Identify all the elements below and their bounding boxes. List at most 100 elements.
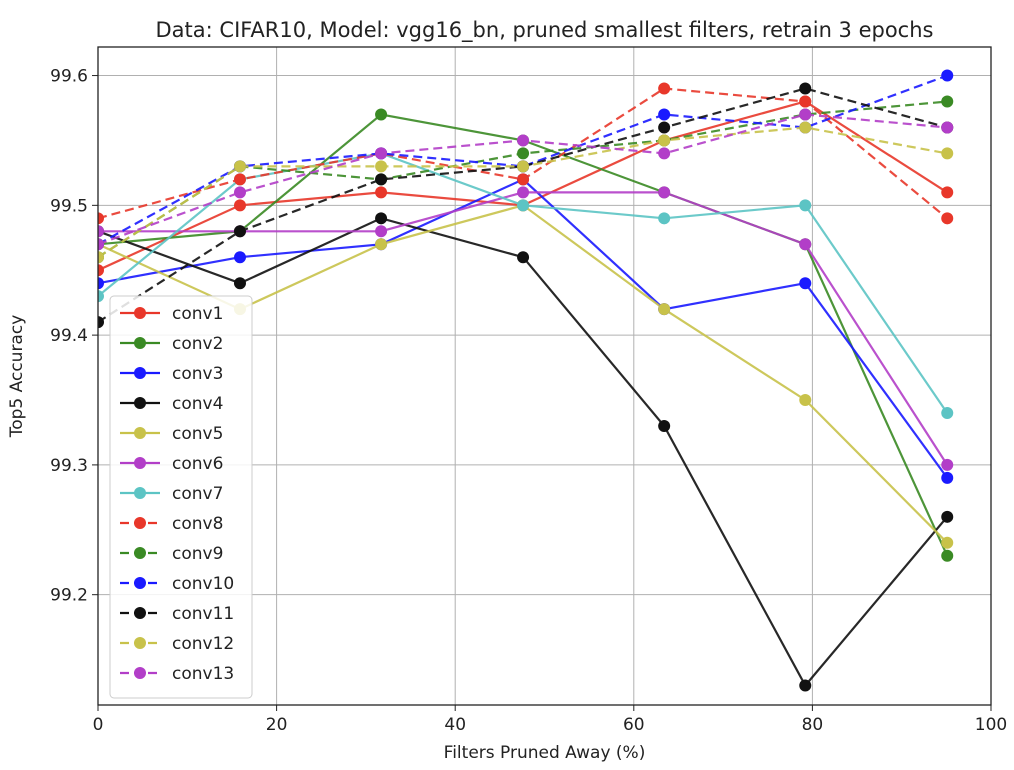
data-point-conv6 (799, 238, 812, 251)
legend: conv1 conv2 conv3 conv4 conv5 conv6 conv7 conv8… (109, 295, 253, 699)
legend-label-conv7: conv7 (172, 484, 223, 504)
data-point-conv7 (658, 212, 671, 225)
data-point-conv4 (799, 679, 812, 692)
data-point-conv7 (517, 199, 530, 212)
data-point-conv8 (233, 173, 246, 186)
x-tick-label: 40 (444, 715, 466, 735)
legend-label-conv13: conv13 (172, 664, 234, 684)
data-point-conv12 (658, 134, 671, 147)
data-point-conv8 (941, 212, 954, 225)
x-tick-label: 100 (975, 715, 1007, 735)
data-point-conv4 (941, 510, 954, 523)
data-point-conv2 (941, 549, 954, 562)
data-point-conv12 (941, 147, 954, 160)
legend-marker-conv2 (134, 337, 146, 349)
legend-marker-conv9 (134, 547, 146, 559)
data-point-conv8 (98, 212, 104, 225)
legend-marker-conv4 (134, 397, 146, 409)
data-point-conv13 (233, 186, 246, 199)
legend-marker-conv5 (134, 427, 146, 439)
data-point-conv12 (799, 121, 812, 134)
data-point-conv13 (799, 108, 812, 121)
legend-marker-conv8 (134, 517, 146, 529)
y-tick-label: 99.6 (50, 67, 88, 87)
legend-marker-conv13 (134, 667, 146, 679)
data-point-conv12 (98, 251, 104, 264)
legend-label-conv12: conv12 (172, 634, 234, 654)
legend-marker-conv10 (134, 577, 146, 589)
data-point-conv9 (941, 95, 954, 108)
data-point-conv6 (941, 458, 954, 471)
data-point-conv4 (375, 212, 388, 225)
data-point-conv7 (98, 290, 104, 303)
data-point-conv13 (658, 147, 671, 160)
data-point-conv6 (375, 225, 388, 238)
y-tick-label: 99.5 (50, 196, 88, 216)
data-point-conv6 (98, 225, 104, 238)
x-tick-label: 0 (93, 715, 104, 735)
data-point-conv5 (658, 303, 671, 316)
y-tick-label: 99.2 (50, 586, 88, 606)
data-point-conv3 (941, 471, 954, 484)
data-point-conv5 (799, 394, 812, 407)
x-tick-label: 60 (623, 715, 645, 735)
data-point-conv8 (799, 95, 812, 108)
data-point-conv11 (658, 121, 671, 134)
data-point-conv7 (941, 406, 954, 419)
legend-box (109, 295, 253, 699)
data-point-conv3 (233, 251, 246, 264)
x-tick-label: 80 (802, 715, 824, 735)
legend-marker-conv3 (134, 367, 146, 379)
legend-label-conv1: conv1 (172, 304, 223, 324)
data-point-conv3 (98, 277, 104, 290)
data-point-conv8 (658, 82, 671, 95)
data-point-conv4 (233, 277, 246, 290)
data-point-conv13 (98, 238, 104, 251)
data-point-conv11 (233, 225, 246, 238)
data-point-conv6 (517, 186, 530, 199)
legend-marker-conv6 (134, 457, 146, 469)
data-point-conv12 (517, 160, 530, 173)
data-point-conv11 (98, 316, 104, 329)
data-point-conv4 (517, 251, 530, 264)
data-point-conv13 (941, 121, 954, 134)
data-point-conv1 (233, 199, 246, 212)
chart-title: Data: CIFAR10, Model: vgg16_bn, pruned s… (156, 18, 934, 43)
legend-label-conv11: conv11 (172, 604, 234, 624)
data-point-conv13 (375, 147, 388, 160)
legend-label-conv4: conv4 (172, 394, 223, 414)
x-tick-label: 20 (266, 715, 288, 735)
data-point-conv9 (517, 147, 530, 160)
data-point-conv3 (799, 277, 812, 290)
data-point-conv13 (517, 134, 530, 147)
data-point-conv6 (658, 186, 671, 199)
data-point-conv10 (941, 69, 954, 82)
plot-frame (97, 46, 992, 706)
data-point-conv12 (233, 160, 246, 173)
data-point-conv5 (941, 536, 954, 549)
data-point-conv1 (98, 264, 104, 277)
legend-marker-conv11 (134, 607, 146, 619)
data-point-conv2 (375, 108, 388, 121)
data-point-conv11 (375, 173, 388, 186)
legend-label-conv9: conv9 (172, 544, 223, 564)
y-tick-label: 99.4 (50, 326, 88, 346)
data-point-conv7 (799, 199, 812, 212)
data-point-conv12 (375, 160, 388, 173)
data-point-conv11 (799, 82, 812, 95)
legend-marker-conv7 (134, 487, 146, 499)
legend-label-conv5: conv5 (172, 424, 223, 444)
legend-label-conv8: conv8 (172, 514, 223, 534)
x-axis-label: Filters Pruned Away (%) (444, 743, 646, 763)
data-point-conv1 (941, 186, 954, 199)
data-point-conv10 (658, 108, 671, 121)
legend-label-conv10: conv10 (172, 574, 234, 594)
legend-label-conv6: conv6 (172, 454, 223, 474)
y-tick-label: 99.3 (50, 456, 88, 476)
x-axis-ticks: 0 20 40 60 80 100 (93, 705, 1007, 735)
legend-label-conv3: conv3 (172, 364, 223, 384)
data-point-conv5 (375, 238, 388, 251)
legend-marker-conv12 (134, 637, 146, 649)
